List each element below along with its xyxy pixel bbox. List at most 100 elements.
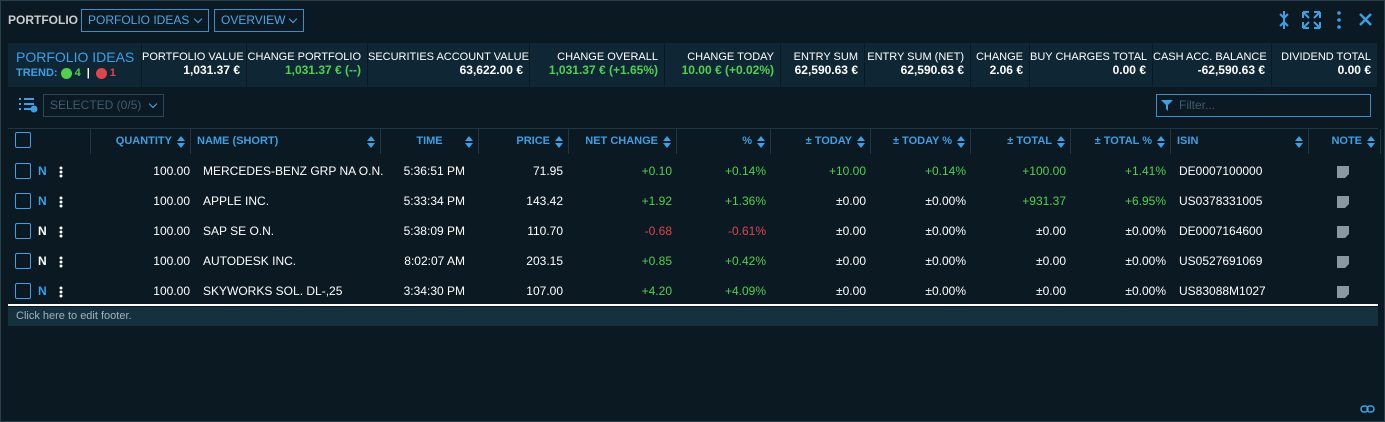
table-cell: SKYWORKS SOL. DL-,25 bbox=[203, 284, 343, 298]
stat-label: DIVIDEND TOTAL bbox=[1281, 51, 1371, 63]
note-icon[interactable] bbox=[1337, 195, 1349, 208]
column-label: NET CHANGE bbox=[585, 135, 658, 147]
table-cell: ±0.00 bbox=[836, 224, 866, 238]
column-label: NAME (SHORT) bbox=[197, 135, 279, 147]
trend-label: TREND: bbox=[16, 67, 58, 79]
stat-value: 10.00 € (+0.02%) bbox=[681, 63, 774, 77]
stat-label: SECURITIES ACCOUNT VALUE bbox=[368, 51, 529, 63]
column-header[interactable]: PRICE bbox=[479, 129, 569, 154]
window-title: PORTFOLIO bbox=[8, 13, 78, 27]
note-icon[interactable] bbox=[1337, 225, 1349, 238]
stat: BUY CHARGES TOTAL 0.00 € bbox=[1030, 43, 1152, 87]
stat: CHANGE OVERALL 1,031.37 € (+1.65%) bbox=[530, 43, 664, 87]
column-header[interactable]: ± TOTAL bbox=[971, 129, 1071, 154]
table-cell: +0.14% bbox=[724, 164, 766, 178]
selected-dropdown[interactable]: SELECTED (0/5) bbox=[43, 94, 164, 117]
row-flag: N bbox=[38, 254, 47, 268]
stat-value: 1,031.37 € (+1.65%) bbox=[548, 63, 658, 77]
row-checkbox[interactable] bbox=[15, 163, 31, 179]
stat-label: CHANGE TODAY bbox=[687, 51, 774, 63]
note-icon[interactable] bbox=[1337, 285, 1349, 298]
window-buttons[interactable] bbox=[1273, 9, 1378, 31]
table-cell: 3:34:30 PM bbox=[403, 284, 465, 298]
column-label: % bbox=[742, 135, 752, 147]
table-cell: 100.00 bbox=[153, 224, 190, 238]
stat: DIVIDEND TOTAL 0.00 € bbox=[1272, 43, 1377, 87]
stat-label: ENTRY SUM bbox=[793, 51, 858, 63]
filter-input[interactable]: Filter... bbox=[1156, 94, 1371, 117]
table-cell: 107.00 bbox=[526, 284, 563, 298]
stat-label: ENTRY SUM (NET) bbox=[867, 51, 964, 63]
dropdown[interactable]: PORFOLIO IDEAS bbox=[81, 9, 209, 32]
table-cell: ±0.00 bbox=[836, 194, 866, 208]
table-cell: 71.95 bbox=[532, 164, 563, 178]
column-header[interactable]: ISIN bbox=[1171, 129, 1309, 154]
stat-value: 0.00 € bbox=[1337, 63, 1371, 77]
column-header[interactable]: TIME bbox=[381, 129, 479, 154]
column-label: ± TODAY bbox=[805, 135, 852, 147]
row-menu[interactable] bbox=[59, 195, 63, 208]
row-checkbox[interactable] bbox=[15, 223, 31, 239]
row-flag: N bbox=[38, 284, 47, 298]
table-cell: -0.68 bbox=[644, 224, 672, 238]
stat-value: 1,031.37 € bbox=[183, 63, 240, 77]
row-menu[interactable] bbox=[59, 165, 63, 178]
column-header[interactable]: ± TODAY % bbox=[871, 129, 971, 154]
row-menu[interactable] bbox=[59, 255, 63, 268]
column-header[interactable]: NOTE bbox=[1309, 129, 1381, 154]
column-label: ± TOTAL bbox=[1007, 135, 1052, 147]
table-cell: +1.36% bbox=[724, 194, 766, 208]
column-header bbox=[8, 129, 91, 154]
stat-value: 63,622.00 € bbox=[459, 63, 523, 77]
table-cell: +4.09% bbox=[724, 284, 766, 298]
stat-value: -62,590.63 € bbox=[1197, 63, 1265, 77]
table-cell: SAP SE O.N. bbox=[203, 224, 275, 238]
table-cell: +1.92 bbox=[641, 194, 672, 208]
stat-value: 62,590.63 € bbox=[794, 63, 858, 77]
row-checkbox[interactable] bbox=[15, 283, 31, 299]
table-cell: ±0.00% bbox=[925, 254, 966, 268]
column-header[interactable]: NAME (SHORT) bbox=[191, 129, 381, 154]
table-end-line bbox=[8, 304, 1378, 306]
link-icon[interactable] bbox=[1360, 404, 1376, 414]
stat-value: 2.06 € bbox=[989, 63, 1023, 77]
footer[interactable]: Click here to edit footer. bbox=[8, 307, 1378, 326]
row-menu[interactable] bbox=[59, 285, 63, 298]
column-header[interactable]: ± TODAY bbox=[771, 129, 871, 154]
stat-label: BUY CHARGES TOTAL bbox=[1030, 51, 1148, 63]
table-cell: 203.15 bbox=[526, 254, 563, 268]
column-header[interactable]: QUANTITY bbox=[91, 129, 191, 154]
table-cell: MERCEDES-BENZ GRP NA O.N. bbox=[203, 164, 384, 178]
stat: PORTFOLIO VALUE 1,031.37 € bbox=[142, 43, 246, 87]
trend-up: 4 bbox=[74, 67, 81, 79]
dropdown[interactable]: OVERVIEW bbox=[214, 9, 304, 32]
table-cell: 100.00 bbox=[153, 254, 190, 268]
table-cell: ±0.00 bbox=[836, 254, 866, 268]
list-icon[interactable] bbox=[18, 96, 38, 114]
table-cell: ±0.00 bbox=[836, 284, 866, 298]
stat-label: CASH ACC. BALANCE bbox=[1153, 51, 1267, 63]
stat-label: CHANGE bbox=[975, 51, 1023, 63]
table-cell: US0527691069 bbox=[1179, 254, 1263, 268]
table-cell: +0.85 bbox=[641, 254, 672, 268]
table-cell: +10.00 bbox=[828, 164, 866, 178]
note-icon[interactable] bbox=[1337, 165, 1349, 178]
column-header[interactable]: % bbox=[677, 129, 771, 154]
table-cell: +931.37 bbox=[1022, 194, 1066, 208]
table-cell: ±0.00 bbox=[1036, 284, 1066, 298]
row-menu[interactable] bbox=[59, 225, 63, 238]
row-checkbox[interactable] bbox=[15, 193, 31, 209]
column-header[interactable]: NET CHANGE bbox=[569, 129, 677, 154]
table-cell: +100.00 bbox=[1022, 164, 1066, 178]
note-icon[interactable] bbox=[1337, 255, 1349, 268]
stat: ENTRY SUM 62,590.63 € bbox=[781, 43, 864, 87]
stat-value: 0.00 € bbox=[1112, 63, 1146, 77]
table-cell: +0.10 bbox=[641, 164, 672, 178]
table-cell: 110.70 bbox=[527, 224, 563, 238]
select-all-checkbox[interactable] bbox=[15, 132, 31, 148]
column-label: PRICE bbox=[516, 135, 550, 147]
trend: TREND: 4 | 1 bbox=[16, 67, 116, 79]
row-checkbox[interactable] bbox=[15, 253, 31, 269]
column-header[interactable]: ± TOTAL % bbox=[1071, 129, 1171, 154]
